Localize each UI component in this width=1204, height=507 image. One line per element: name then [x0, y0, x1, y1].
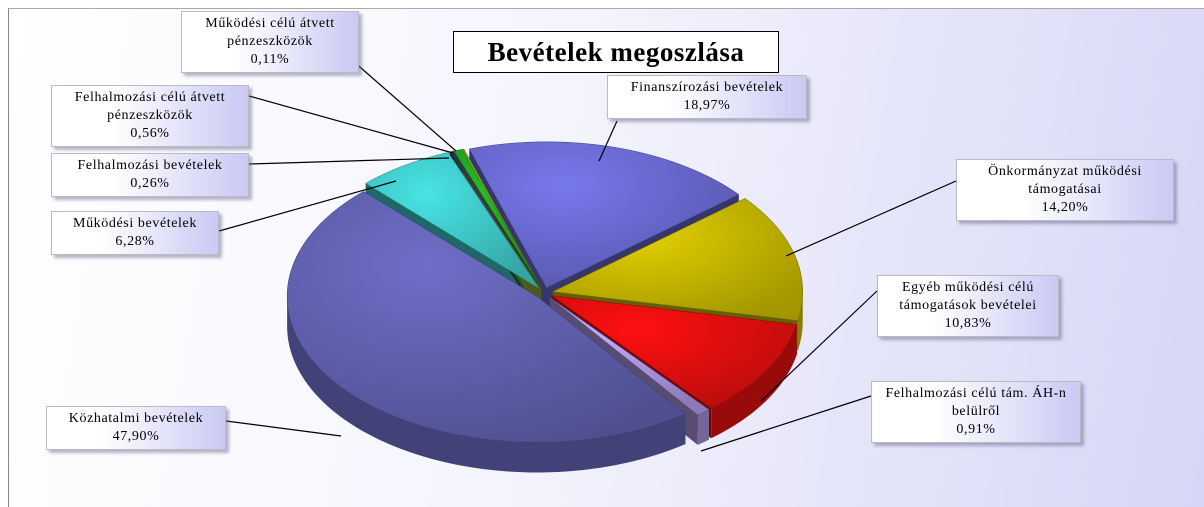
slice-value: 0,91%: [956, 422, 996, 437]
slice-value: 0,11%: [250, 52, 290, 67]
slice-value: 14,20%: [1041, 200, 1089, 215]
pie-slice: [549, 297, 710, 416]
slice-label: Felhalmozási bevételek 0,26%: [51, 153, 249, 197]
slice-label: Működési célú átvett pénzeszközök 0,11%: [181, 11, 359, 73]
pie-slice: [551, 295, 798, 409]
slice-label: Egyéb működési célú támogatások bevétele…: [877, 275, 1059, 337]
pie-slice: [286, 191, 686, 443]
slice-side: [697, 409, 710, 445]
chart-title: Bevételek megoszlása: [453, 31, 779, 73]
slice-side: [287, 296, 686, 473]
leader-line: [785, 180, 957, 257]
pie-slice: [551, 198, 803, 321]
slice-name: Közhatalmi bevételek: [68, 411, 204, 426]
pie-slice: [365, 152, 540, 289]
slice-label: Felhalmozási célú átvett pénzeszközök 0,5…: [51, 85, 249, 147]
pie-plot: [218, 60, 957, 473]
slice-label: Finanszírozási bevételek 18,97%: [607, 75, 807, 119]
slice-value: 18,97%: [683, 98, 731, 113]
slice-value: 10,83%: [944, 316, 992, 331]
chart: Bevételek megoszlása Finanszírozási bevé…: [8, 8, 1204, 507]
slice-name: Működési célú átvett pénzeszközök: [205, 16, 335, 49]
slice-name: Felhalmozási célú átvett pénzeszközök: [74, 90, 226, 123]
leader-line: [700, 395, 872, 452]
slice-value: 0,56%: [130, 126, 170, 141]
leader-line: [352, 60, 457, 152]
pie-slice: [468, 141, 740, 289]
slice-name: Önkormányzat működési támogatásai: [988, 164, 1142, 197]
slice-label: Felhalmozási célú tám. ÁH-n belülről 0,91…: [871, 381, 1081, 443]
slice-name: Működési bevételek: [73, 216, 197, 231]
slice-name: Felhalmozási célú tám. ÁH-n belülről: [885, 386, 1067, 419]
slice-label: Önkormányzat működési támogatásai 14,20%: [956, 159, 1174, 221]
slice-side: [711, 324, 797, 439]
slice-label: Működési bevételek 6,28%: [51, 211, 219, 255]
slice-label: Közhatalmi bevételek 47,90%: [46, 406, 226, 450]
leader-line: [218, 180, 397, 232]
slice-name: Egyéb működési célú támogatások bevétele…: [899, 280, 1037, 313]
leader-line: [248, 157, 450, 165]
leader-line: [225, 420, 342, 437]
slice-value: 6,28%: [115, 234, 155, 249]
leader-line: [760, 290, 878, 402]
slice-name: Felhalmozási bevételek: [77, 158, 223, 173]
leader-line: [248, 95, 454, 154]
pie-slice: [461, 148, 542, 288]
leader-line: [598, 120, 618, 162]
slice-name: Finanszírozási bevételek: [630, 80, 784, 95]
slice-value: 47,90%: [112, 429, 160, 444]
slice-value: 0,26%: [130, 176, 170, 191]
